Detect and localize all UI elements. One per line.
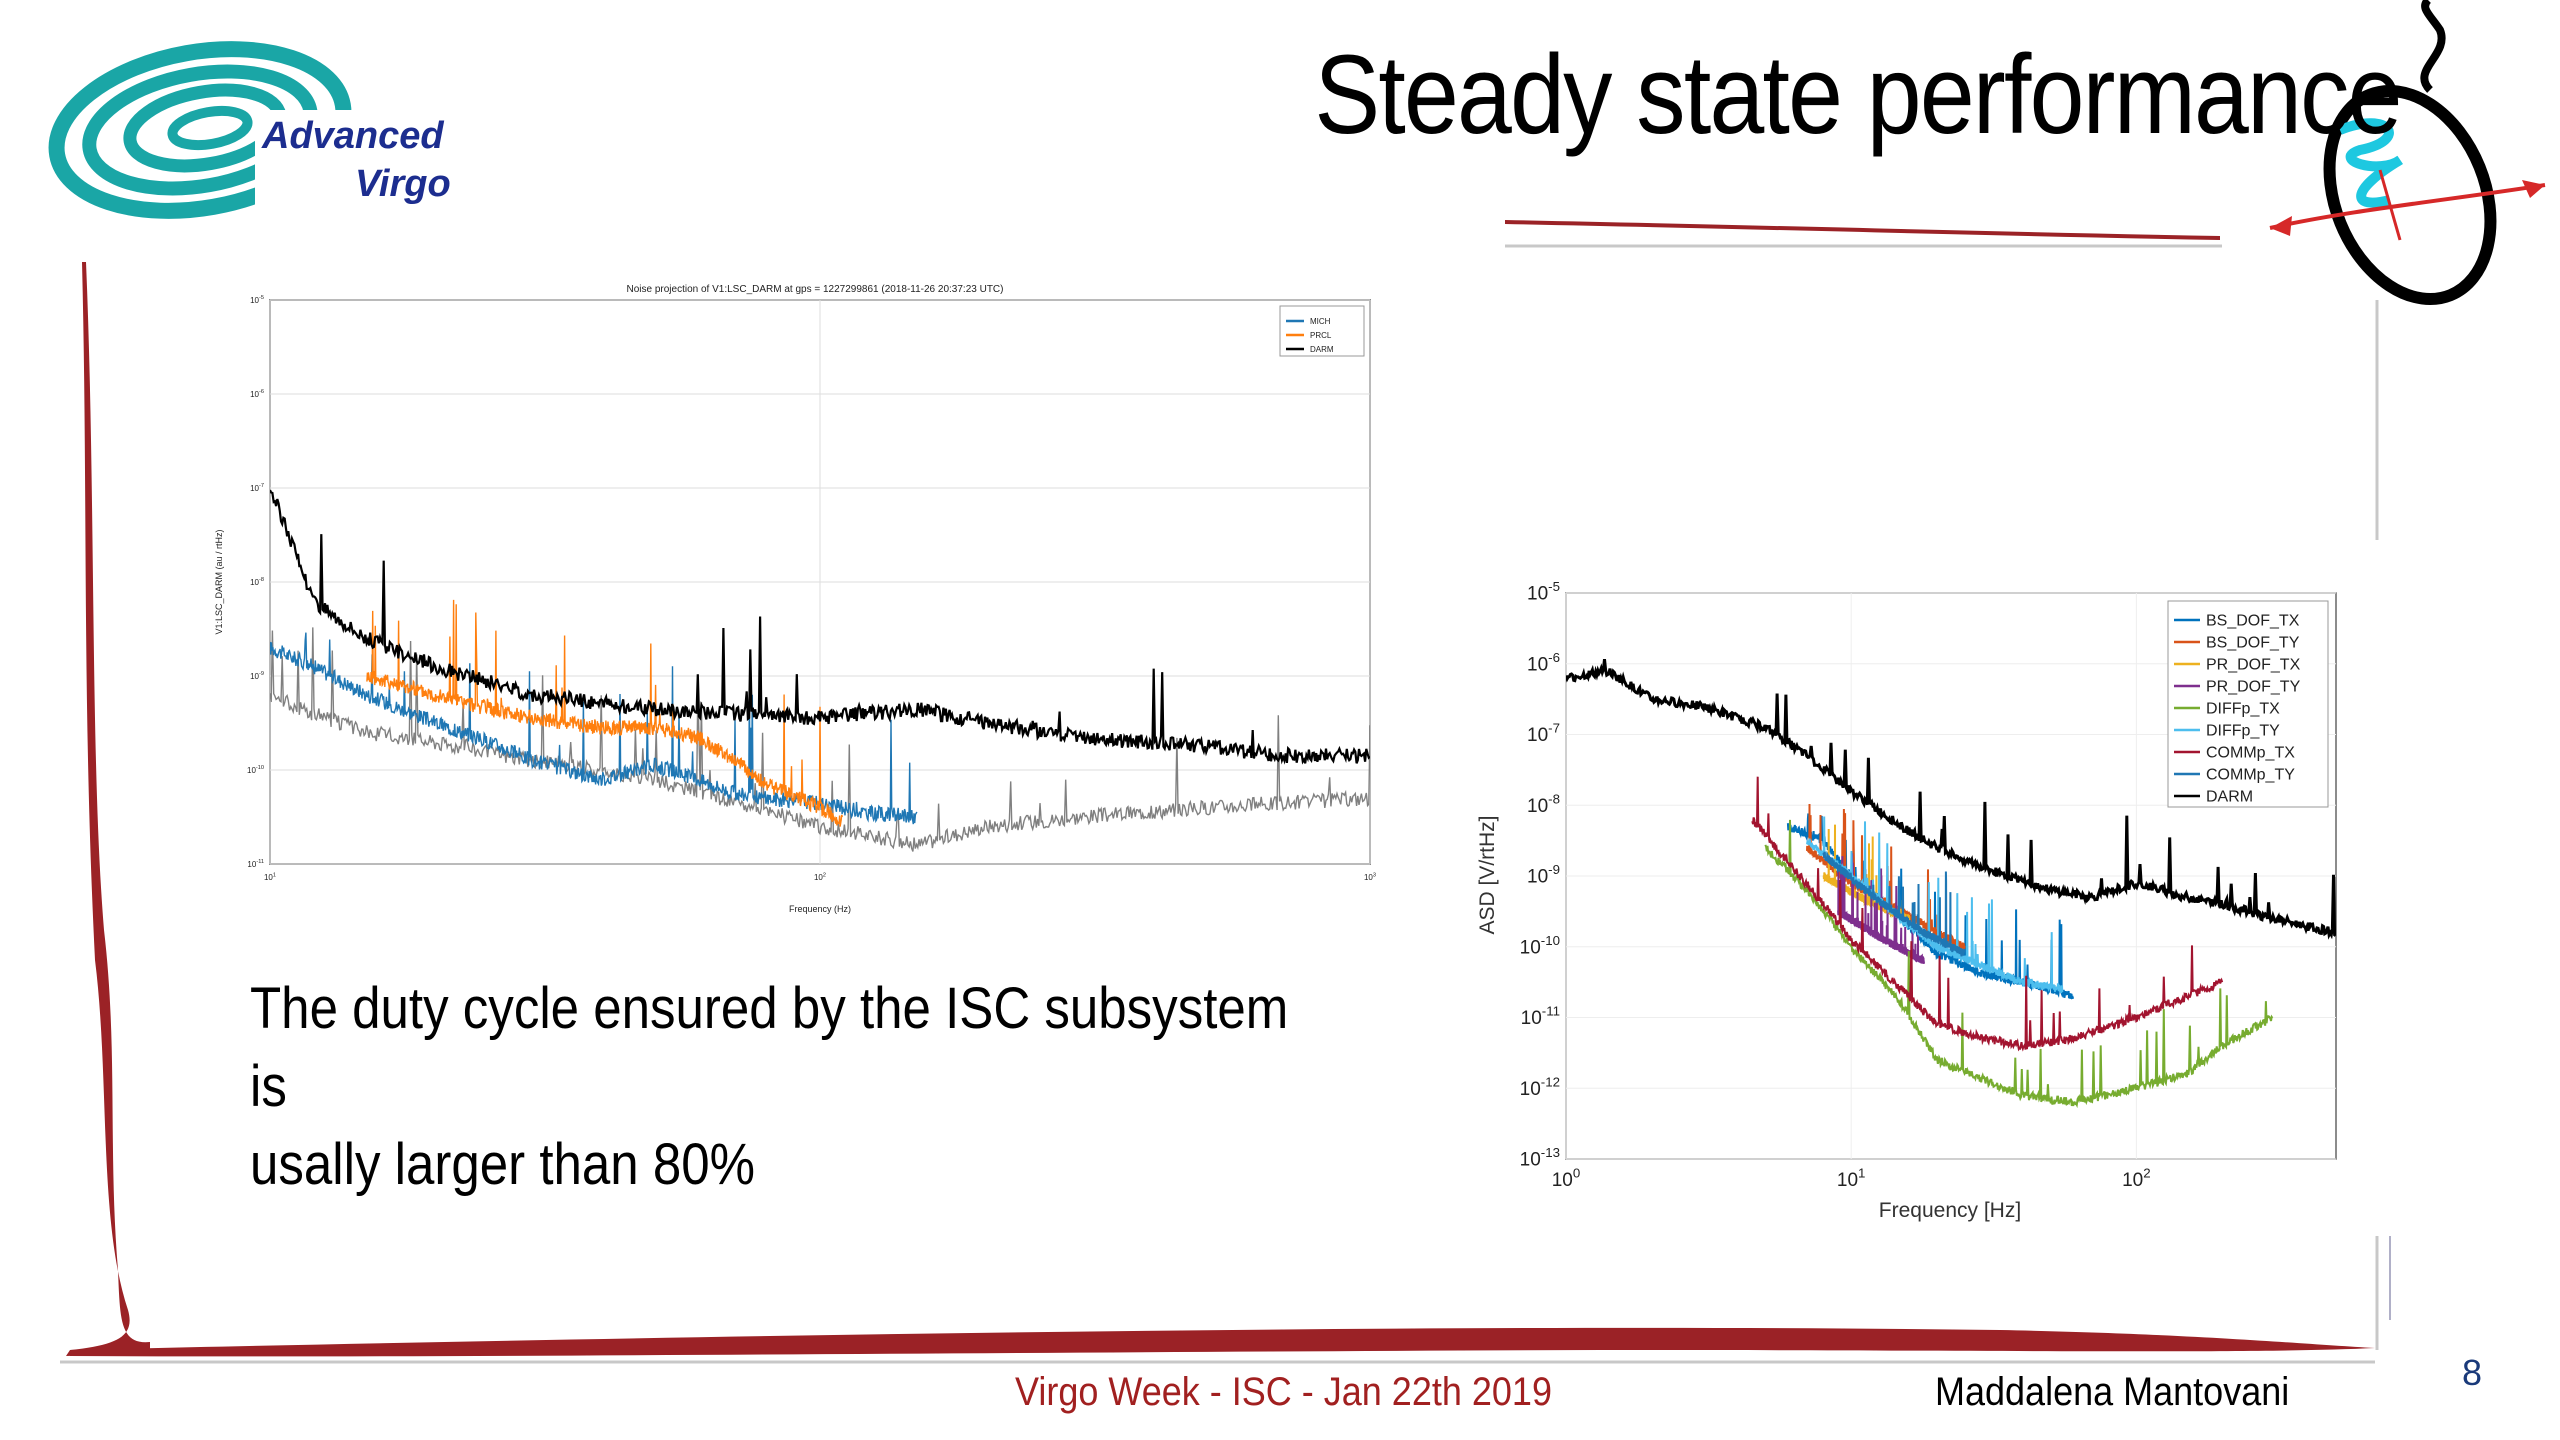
chart1-ylabel: V1:LSC_DARM (au / rtHz) — [214, 529, 224, 634]
legend-label: DIFFp_TY — [2206, 723, 2280, 740]
legend-box — [2167, 600, 2329, 808]
legend-label: PRCL — [1310, 331, 1332, 340]
footer-event: Virgo Week - ISC - Jan 22th 2019 — [1015, 1370, 1552, 1414]
legend-label: PR_DOF_TY — [2206, 679, 2301, 696]
series-diffp-ty — [1806, 816, 2064, 994]
y-tick-label: 10-11 — [1521, 1004, 1560, 1030]
y-tick-label: 10-10 — [247, 765, 264, 775]
y-tick-label: 10-6 — [250, 389, 264, 399]
footer-author: Maddalena Mantovani — [1935, 1370, 2290, 1414]
chart2-ylabel: ASD [V/rtHz] — [1476, 815, 1499, 934]
noise-projection-chart: Noise projection of V1:LSC_DARM at gps =… — [214, 284, 1376, 914]
y-tick-label: 10-11 — [247, 859, 264, 869]
legend-label: PR_DOF_TX — [2206, 657, 2301, 674]
slide-title: Steady state performance — [1314, 32, 2402, 157]
series-darm — [270, 489, 1370, 765]
red-bottom-swoosh — [70, 1327, 2375, 1357]
x-tick-label: 103 — [1364, 872, 1376, 882]
caption-line-2: usally larger than 80% — [250, 1132, 756, 1197]
series-unlabeled — [270, 627, 1370, 852]
legend-label: MICH — [1310, 317, 1331, 326]
asd-chart: 100 101 102 10-13 10-12 10-11 10-10 10-9 10-8 10-… — [1476, 579, 2337, 1222]
y-tick-label: 10-9 — [250, 671, 264, 681]
y-tick-label: 10-6 — [1527, 650, 1560, 676]
chart1-title: Noise projection of V1:LSC_DARM at gps =… — [627, 284, 1004, 295]
chart2-legend: BS_DOF_TX BS_DOF_TY PR_DOF_TX PR_DOF_TY DIFF… — [2167, 600, 2329, 808]
legend-label: BS_DOF_TX — [2206, 613, 2300, 630]
y-tick-label: 10-5 — [250, 295, 264, 305]
emblem-logo — [2269, 0, 2546, 306]
legend-label: DIFFp_TX — [2206, 701, 2280, 718]
legend-label: COMMp_TX — [2206, 745, 2295, 762]
legend-label: COMMp_TY — [2206, 767, 2295, 784]
y-tick-label: 10-13 — [1520, 1145, 1560, 1171]
red-left-border — [66, 262, 150, 1356]
x-tick-label: 102 — [814, 872, 826, 882]
duty-cycle-caption: The duty cycle ensured by the ISC subsys… — [250, 970, 1306, 1204]
advanced-virgo-logo — [48, 41, 490, 219]
legend-label: DARM — [2206, 789, 2253, 806]
y-tick-label: 10-8 — [250, 577, 264, 587]
caption-line-1: The duty cycle ensured by the ISC subsys… — [250, 976, 1289, 1119]
x-tick-label: 102 — [2122, 1165, 2151, 1191]
x-tick-label: 101 — [1837, 1165, 1866, 1191]
y-tick-label: 10-7 — [250, 483, 264, 493]
legend-label: DARM — [1310, 345, 1334, 354]
x-tick-label: 100 — [1552, 1165, 1581, 1191]
series-darm — [1566, 659, 2336, 940]
series-prcl — [366, 599, 844, 827]
y-tick-label: 10-12 — [1520, 1074, 1560, 1100]
series-diffp-tx — [1764, 819, 2274, 1109]
y-tick-label: 10-5 — [1527, 579, 1560, 605]
legend-box — [1279, 305, 1365, 357]
series-commp-ty — [1822, 850, 1966, 957]
chart1-xlabel: Frequency (Hz) — [789, 904, 851, 914]
page-number: 8 — [2462, 1352, 2483, 1393]
legend-label: BS_DOF_TY — [2206, 635, 2300, 652]
y-tick-label: 10-10 — [1520, 933, 1560, 959]
red-top-line — [1505, 220, 2220, 240]
series-commp-tx — [1751, 776, 2224, 1052]
logo-text-virgo: Virgo — [355, 163, 451, 205]
chart1-legend: MICH PRCL DARM — [1279, 305, 1365, 357]
y-tick-label: 10-9 — [1527, 862, 1560, 888]
y-tick-label: 10-7 — [1527, 721, 1560, 747]
y-tick-label: 10-8 — [1527, 791, 1560, 817]
logo-text-advanced: Advanced — [261, 115, 444, 157]
chart2-xlabel: Frequency [Hz] — [1879, 1199, 2021, 1222]
x-tick-label: 101 — [264, 872, 276, 882]
